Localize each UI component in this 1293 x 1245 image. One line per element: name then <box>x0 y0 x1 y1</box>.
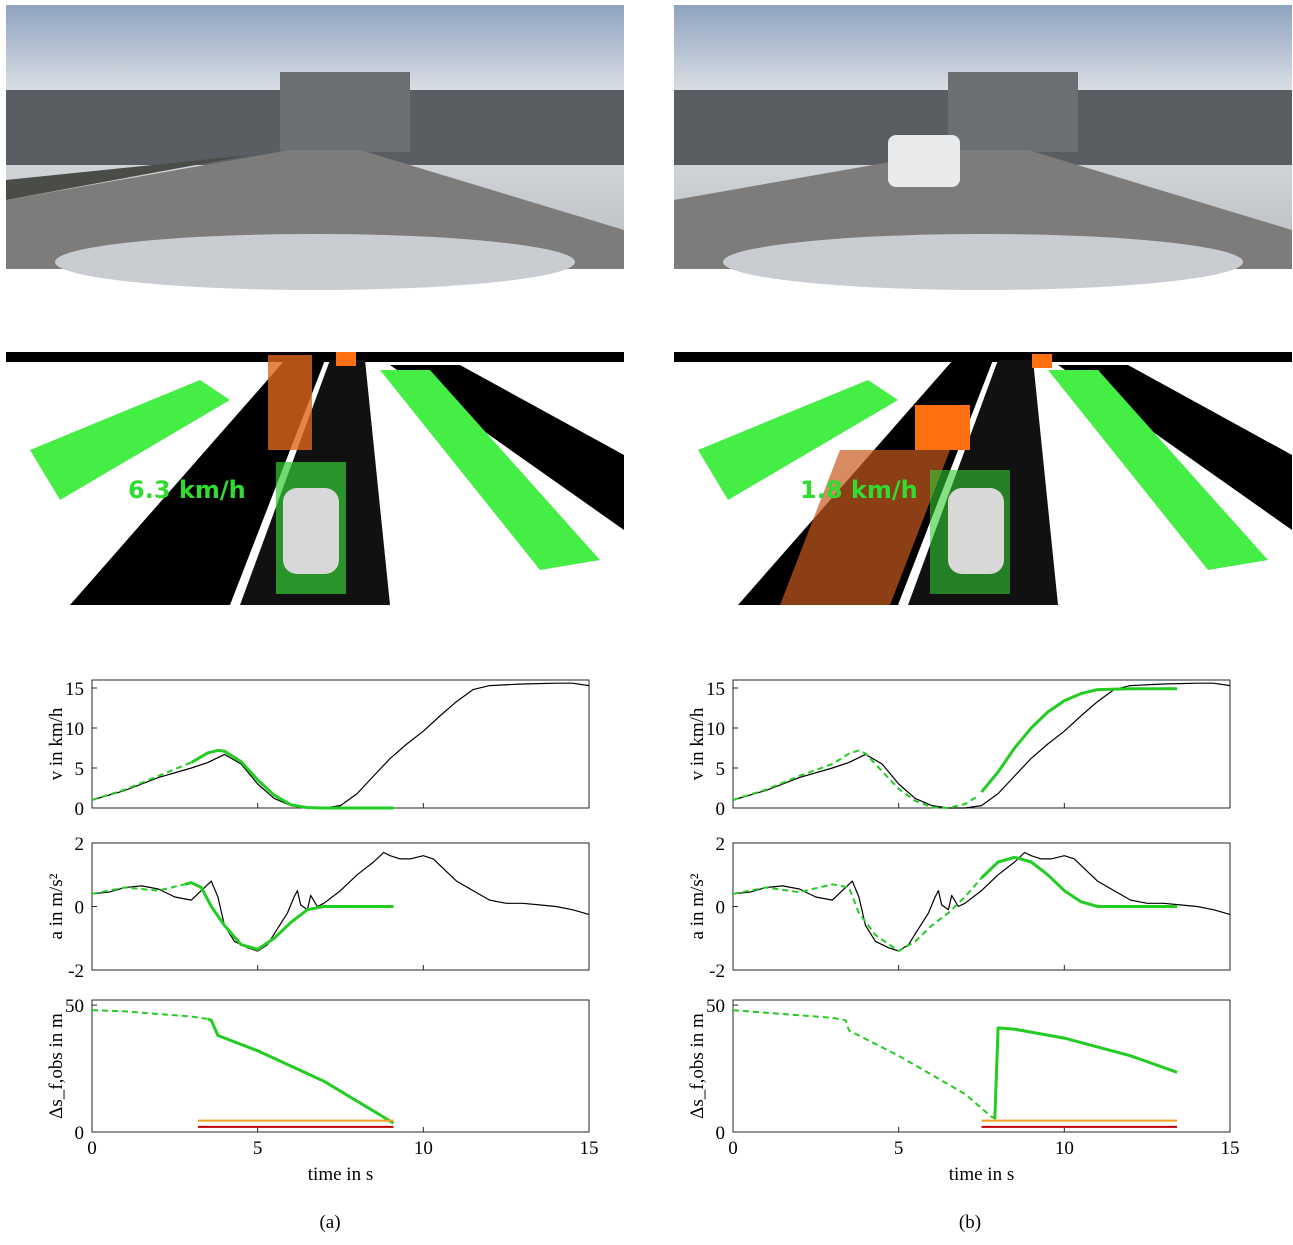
y-tick-label: 10 <box>65 719 84 740</box>
x-tick-label: 5 <box>253 1138 263 1159</box>
subfigure-label: (b) <box>959 1212 981 1233</box>
x-tick-label: 10 <box>414 1138 433 1159</box>
plot-frame <box>733 680 1230 808</box>
y-tick-label: 50 <box>65 996 84 1017</box>
data-line <box>733 1010 995 1118</box>
y-tick-label: 5 <box>716 759 726 780</box>
x-tick-label: 5 <box>894 1138 904 1159</box>
y-tick-label: 5 <box>75 759 85 780</box>
x-tick-label: 0 <box>728 1138 738 1159</box>
data-line <box>92 853 589 952</box>
figure: 6.3 km/h 1.8 km/h (a) (b) 0 5 10 15 v in km/… <box>0 0 1293 1240</box>
y-tick-label: 0 <box>75 1123 85 1144</box>
data-line <box>733 683 1230 808</box>
data-line <box>92 683 589 808</box>
scene-render-b <box>674 352 1292 605</box>
y-tick-label: 0 <box>716 799 726 820</box>
y-tick-label: 0 <box>716 898 726 919</box>
y-axis-label: v in km/h <box>46 707 67 780</box>
y-tick-label: 2 <box>75 834 85 855</box>
subfigure-label: (a) <box>319 1212 340 1233</box>
y-tick-label: 10 <box>706 719 725 740</box>
speed-label: 6.3 km/h <box>128 476 246 504</box>
data-line <box>982 689 1178 792</box>
data-line <box>995 1028 1177 1119</box>
y-tick-label: 0 <box>75 799 85 820</box>
x-tick-label: 15 <box>1221 1138 1240 1159</box>
y-axis-label: a in m/s² <box>46 873 67 939</box>
x-tick-label: 15 <box>580 1138 599 1159</box>
data-line <box>92 1010 208 1019</box>
y-axis-label: Δs_f,obs in m <box>687 1013 708 1119</box>
y-tick-label: 2 <box>716 834 726 855</box>
x-tick-label: 10 <box>1055 1138 1074 1159</box>
y-tick-label: 0 <box>75 898 85 919</box>
y-tick-label: 15 <box>706 679 725 700</box>
data-line <box>92 762 191 800</box>
y-tick-label: -2 <box>709 961 725 982</box>
camera-image-a <box>6 5 624 290</box>
y-axis-label: a in m/s² <box>687 873 708 939</box>
data-line <box>191 750 393 808</box>
plot-frame <box>92 680 589 808</box>
data-line <box>208 1019 394 1123</box>
speed-label: 1.8 km/h <box>800 476 918 504</box>
scene-render-a <box>6 352 624 605</box>
camera-image-b <box>674 5 1292 290</box>
y-tick-label: 15 <box>65 679 84 700</box>
x-axis-label: time in s <box>949 1164 1014 1185</box>
plot-frame <box>92 1000 589 1132</box>
y-tick-label: -2 <box>68 961 84 982</box>
x-tick-label: 0 <box>87 1138 97 1159</box>
data-line <box>733 853 1230 952</box>
data-line <box>733 878 982 951</box>
y-tick-label: 0 <box>716 1123 726 1144</box>
y-axis-label: Δs_f,obs in m <box>46 1013 67 1119</box>
x-axis-label: time in s <box>308 1164 373 1185</box>
y-tick-label: 50 <box>706 996 725 1017</box>
y-axis-label: v in km/h <box>687 707 708 780</box>
